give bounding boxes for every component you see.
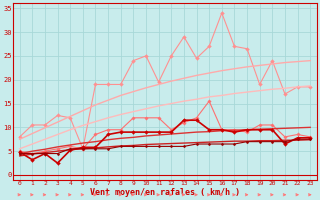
X-axis label: Vent moyen/en rafales ( km/h ): Vent moyen/en rafales ( km/h ) bbox=[90, 188, 240, 197]
